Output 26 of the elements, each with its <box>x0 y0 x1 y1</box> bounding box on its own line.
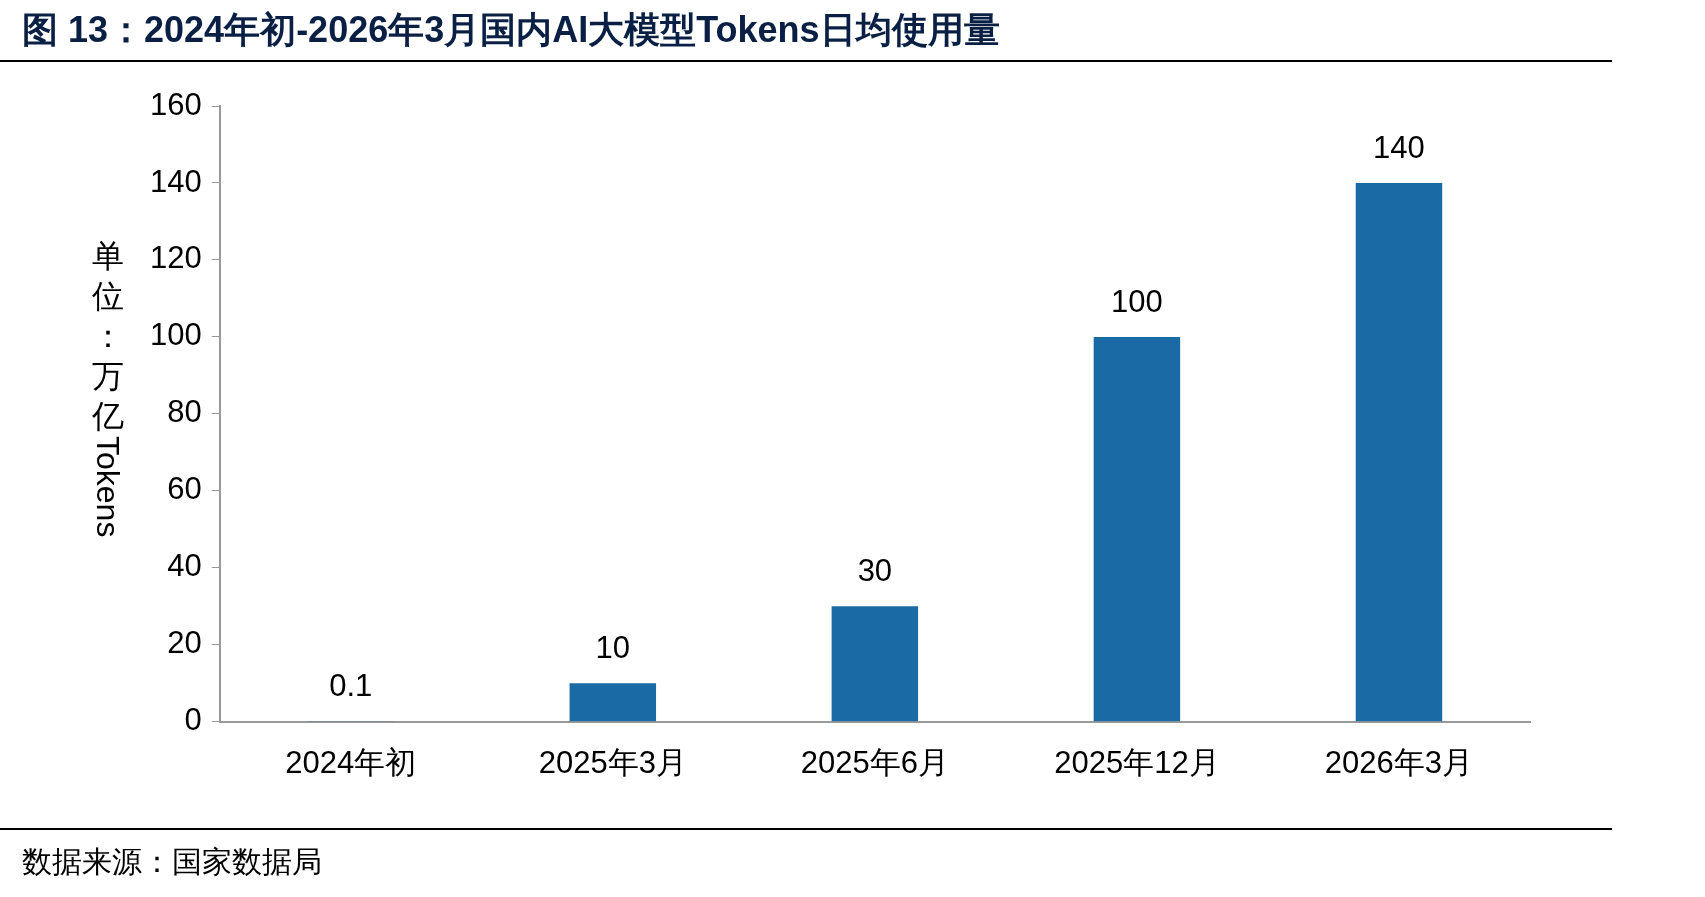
data-label: 140 <box>1373 130 1425 166</box>
data-label: 0.1 <box>329 668 373 704</box>
y-tick-label: 20 <box>167 625 202 661</box>
y-tick-label: 120 <box>149 240 202 276</box>
data-label: 10 <box>595 630 631 666</box>
y-tick-label: 80 <box>167 394 202 430</box>
bar <box>1355 182 1443 722</box>
bar <box>831 606 919 722</box>
x-tick-label: 2025年12月 <box>1054 744 1220 780</box>
bar <box>569 683 657 722</box>
y-tick-label: 100 <box>149 317 202 353</box>
x-tick-label: 2025年3月 <box>538 744 687 780</box>
source-note: 数据来源：国家数据局 <box>22 844 322 880</box>
y-axis-title: 单位：万亿Tokens <box>89 237 127 538</box>
y-tick-label: 0 <box>184 702 202 738</box>
y-tick-label: 60 <box>167 471 202 507</box>
data-label: 30 <box>857 553 893 589</box>
y-tick-label: 160 <box>149 86 202 122</box>
x-tick-label: 2024年初 <box>285 744 417 780</box>
data-label: 100 <box>1111 283 1163 319</box>
x-tick-label: 2026年3月 <box>1324 744 1474 780</box>
bar <box>1093 336 1181 722</box>
y-tick-label: 140 <box>149 163 202 199</box>
x-tick-label: 2025年6月 <box>800 744 949 780</box>
y-tick-label: 40 <box>167 548 202 584</box>
chart-title: 图 13：2024年初-2026年3月国内AI大模型Tokens日均使用量 <box>22 8 1000 52</box>
